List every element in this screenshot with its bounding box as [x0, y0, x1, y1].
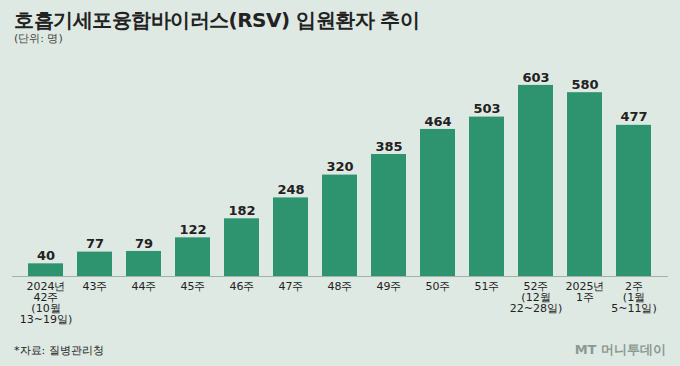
svg-text:248: 248 — [277, 182, 304, 197]
svg-text:45주: 45주 — [181, 280, 206, 293]
svg-text:477: 477 — [620, 109, 647, 124]
svg-text:603: 603 — [522, 70, 549, 85]
svg-text:182: 182 — [228, 203, 255, 218]
svg-text:47주: 47주 — [279, 280, 304, 293]
svg-text:503: 503 — [473, 101, 500, 116]
svg-text:49주: 49주 — [377, 280, 402, 293]
svg-text:50주: 50주 — [426, 280, 451, 293]
html-text:MT 머니투데이: MT 머니투데이 — [574, 342, 666, 357]
html-text:호흡기세포융합바이러스(RSV) 입원환자 추이: 호흡기세포융합바이러스(RSV) 입원환자 추이 — [14, 8, 420, 32]
svg-text:44주: 44주 — [132, 280, 157, 293]
svg-text:2주(1월5~11일): 2주(1월5~11일) — [611, 280, 657, 315]
svg-text:52주(12월22~28일): 52주(12월22~28일) — [510, 280, 563, 315]
svg-text:2024년42주(10월13~19일): 2024년42주(10월13~19일) — [20, 280, 73, 326]
html-text:(단위: 명): (단위: 명) — [14, 32, 63, 45]
html-text:*자료: 질병관리청: *자료: 질병관리청 — [14, 343, 104, 357]
svg-text:48주: 48주 — [328, 280, 353, 293]
svg-text:79: 79 — [135, 236, 153, 251]
svg-text:580: 580 — [571, 77, 598, 92]
svg-text:320: 320 — [326, 159, 353, 174]
svg-text:51주: 51주 — [475, 280, 500, 293]
svg-text:77: 77 — [86, 236, 104, 251]
svg-text:43주: 43주 — [83, 280, 108, 293]
svg-text:385: 385 — [375, 139, 402, 154]
svg-text:46주: 46주 — [230, 280, 255, 293]
svg-text:40: 40 — [37, 248, 55, 263]
svg-text:464: 464 — [424, 114, 451, 129]
svg-text:2025년1주: 2025년1주 — [566, 280, 605, 304]
svg-text:122: 122 — [179, 222, 206, 237]
